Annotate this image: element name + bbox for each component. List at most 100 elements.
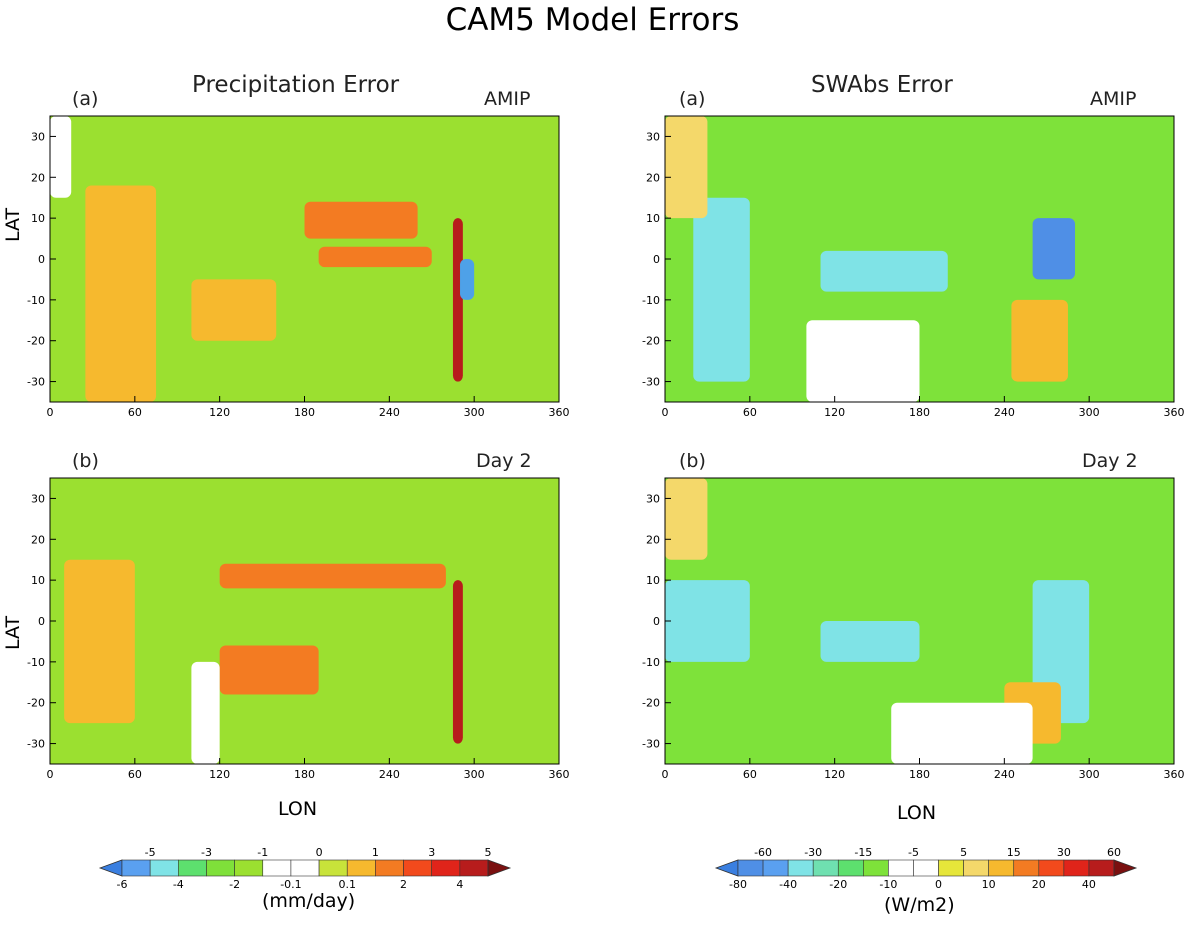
colorbar-top-label: 0 bbox=[316, 846, 323, 859]
y-tick-label: -10 bbox=[642, 294, 660, 307]
xlabel-swabs: LON bbox=[897, 802, 937, 824]
error-region-2 bbox=[318, 246, 432, 268]
colorbar-swatch bbox=[737, 859, 764, 877]
colorbar-swatch bbox=[149, 859, 179, 877]
x-tick-label: 180 bbox=[294, 768, 315, 781]
colorbar-bottom-label: 20 bbox=[1032, 878, 1046, 891]
swabs-colorbar: -80 -60 -40 -30 -20 -15 -10 -5 0 5 10 15 20 30 40 60 bbox=[714, 846, 1138, 891]
error-region-4 bbox=[452, 218, 463, 382]
error-region-4 bbox=[665, 478, 708, 560]
case-label-swabs-amip: AMIP bbox=[1090, 88, 1137, 110]
error-region-5 bbox=[460, 259, 475, 300]
precip-colorbar: -6 -5 -4 -3 -2 -1 -0.1 0 0.1 1 2 3 4 5 bbox=[98, 846, 512, 891]
colorbar-bottom-label: 4 bbox=[456, 878, 463, 891]
y-tick-label: 20 bbox=[31, 171, 45, 184]
colorbar-bottom-label: 2 bbox=[400, 878, 407, 891]
colorbar-swatch bbox=[812, 859, 839, 877]
colorbar-swatch bbox=[318, 859, 348, 877]
x-tick-label: 240 bbox=[379, 768, 400, 781]
x-tick-label: 300 bbox=[464, 768, 485, 781]
colorbar-bottom-label: -80 bbox=[729, 878, 747, 891]
y-tick-label: 10 bbox=[31, 212, 45, 225]
colorbar-bottom-label: -10 bbox=[879, 878, 897, 891]
panel-label-precip-day2: (b) bbox=[72, 450, 99, 472]
colorbar-left-arrow bbox=[714, 859, 739, 877]
colorbar-swatch bbox=[290, 859, 320, 877]
y-tick-label: -30 bbox=[27, 738, 45, 751]
colorbar-right-arrow bbox=[1113, 859, 1138, 877]
error-region-3 bbox=[1011, 299, 1068, 382]
panel-title-swabs: SWAbs Error bbox=[811, 72, 953, 98]
colorbar-swatch bbox=[963, 859, 989, 877]
x-tick-label: 300 bbox=[1079, 768, 1100, 781]
colorbar-top-label: -30 bbox=[804, 846, 822, 859]
y-tick-label: -30 bbox=[642, 376, 660, 389]
colorbar-swatch bbox=[431, 859, 461, 877]
error-region-3 bbox=[452, 580, 463, 744]
case-label-swabs-day2: Day 2 bbox=[1082, 450, 1138, 472]
y-tick-label: -30 bbox=[27, 376, 45, 389]
case-label-precip-amip: AMIP bbox=[484, 88, 531, 110]
colorbar-top-label: 5 bbox=[485, 846, 492, 859]
colorbar-swatch bbox=[375, 859, 404, 877]
y-tick-label: -20 bbox=[642, 697, 660, 710]
x-tick-label: 120 bbox=[209, 406, 230, 419]
swabs-amip-map: 0 60 120 180 240 300 360 -30 -20 -10 0 10 20 30 bbox=[642, 115, 1185, 419]
x-tick-label: 240 bbox=[379, 406, 400, 419]
colorbar-swatch bbox=[787, 859, 814, 877]
colorbar-bottom-label: -20 bbox=[829, 878, 847, 891]
colorbar-swatch bbox=[262, 859, 292, 877]
x-tick-label: 120 bbox=[824, 768, 845, 781]
colorbar-top-label: -5 bbox=[908, 846, 919, 859]
ylabel-precip-day2: LAT bbox=[2, 615, 24, 650]
colorbar-swatch bbox=[346, 859, 376, 877]
figure-title: CAM5 Model Errors bbox=[445, 2, 740, 38]
colorbar-top-label: 30 bbox=[1057, 846, 1071, 859]
panel-label-swabs-day2: (b) bbox=[679, 450, 706, 472]
colorbar-top-label: -15 bbox=[854, 846, 872, 859]
x-tick-label: 60 bbox=[128, 768, 142, 781]
x-tick-label: 180 bbox=[909, 406, 930, 419]
map-background bbox=[50, 478, 559, 764]
x-tick-label: 360 bbox=[1164, 768, 1185, 781]
precip-colorbar-unit: (mm/day) bbox=[262, 890, 356, 912]
error-region-1 bbox=[820, 621, 920, 662]
panel-label-swabs-amip: (a) bbox=[679, 88, 706, 110]
error-region-0 bbox=[693, 197, 750, 382]
colorbar-right-arrow bbox=[487, 859, 512, 877]
colorbar-swatch bbox=[1088, 859, 1115, 877]
panel-label-precip-amip: (a) bbox=[72, 88, 99, 110]
colorbar-swatch bbox=[837, 859, 864, 877]
x-tick-label: 0 bbox=[662, 406, 669, 419]
x-tick-label: 60 bbox=[743, 406, 757, 419]
x-tick-label: 180 bbox=[909, 768, 930, 781]
colorbar-top-label: 5 bbox=[960, 846, 967, 859]
x-tick-label: 360 bbox=[549, 406, 570, 419]
colorbar-swatch bbox=[121, 859, 151, 877]
colorbar-top-label: 60 bbox=[1107, 846, 1121, 859]
colorbar-top-label: -3 bbox=[201, 846, 212, 859]
y-tick-label: 10 bbox=[31, 574, 45, 587]
y-tick-label: 0 bbox=[653, 615, 660, 628]
colorbar-swatch bbox=[206, 859, 235, 877]
colorbar-swatch bbox=[863, 859, 889, 877]
colorbar-left-arrow bbox=[98, 859, 123, 877]
x-tick-label: 0 bbox=[47, 768, 54, 781]
colorbar-swatch bbox=[403, 859, 432, 877]
swabs-day2-map: 0 60 120 180 240 300 360 -30 -20 -10 0 10 20 30 bbox=[642, 477, 1185, 781]
x-tick-label: 0 bbox=[662, 768, 669, 781]
panel-title-precip: Precipitation Error bbox=[192, 72, 400, 98]
y-tick-label: 30 bbox=[646, 130, 660, 143]
error-region-1 bbox=[820, 250, 948, 292]
y-tick-label: -20 bbox=[642, 335, 660, 348]
colorbar-swatch bbox=[178, 859, 207, 877]
colorbar-top-label: 1 bbox=[372, 846, 379, 859]
colorbar-bottom-label: -4 bbox=[173, 878, 184, 891]
y-tick-label: 30 bbox=[646, 492, 660, 505]
y-tick-label: -20 bbox=[27, 697, 45, 710]
x-tick-label: 300 bbox=[464, 406, 485, 419]
y-tick-label: 30 bbox=[31, 492, 45, 505]
colorbar-swatch bbox=[938, 859, 964, 877]
error-region-3 bbox=[191, 279, 277, 341]
y-tick-label: 20 bbox=[31, 533, 45, 546]
